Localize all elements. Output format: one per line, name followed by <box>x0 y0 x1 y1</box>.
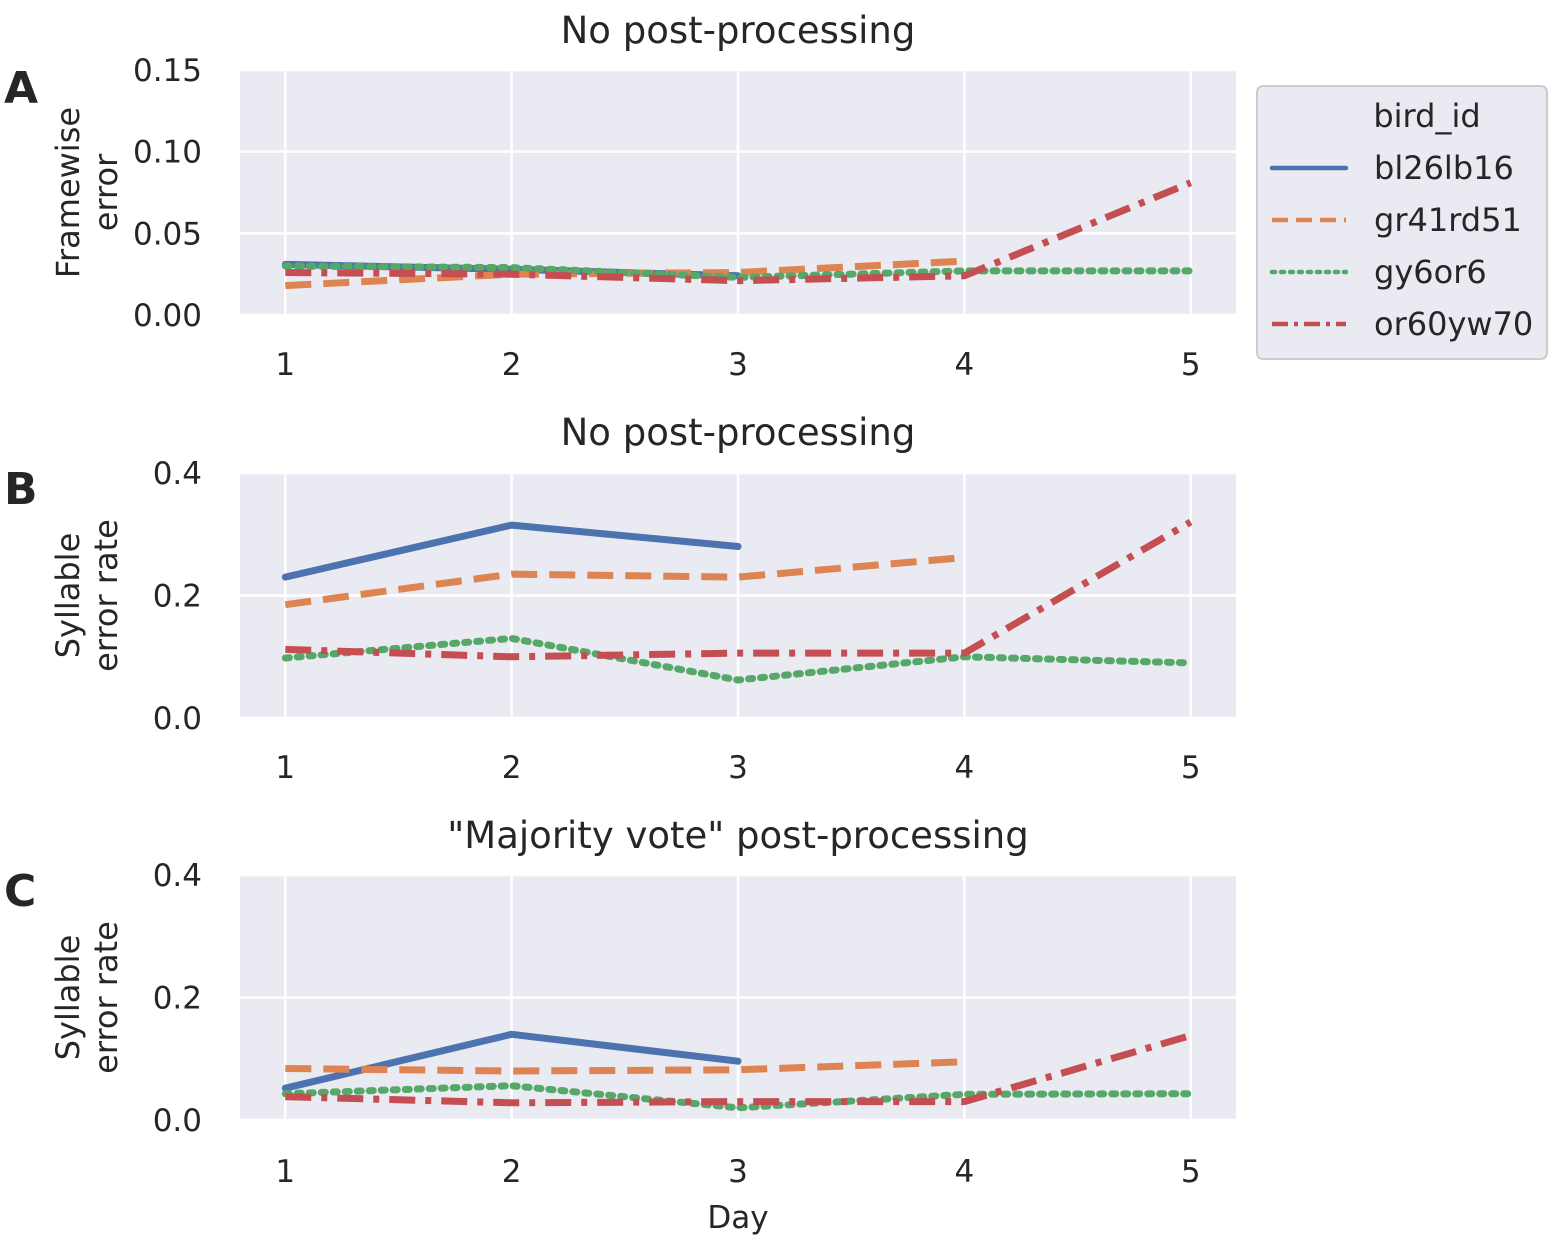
panel-b: 1 2 3 4 50.00.20.4No post-processingBSyllabl… <box>4 411 1236 786</box>
y-tick-label: 0.2 <box>153 579 202 615</box>
series-line-bl26lb16 <box>281 521 742 581</box>
x-tick-label: 4 <box>954 1154 974 1190</box>
y-tick-label: 0.2 <box>153 981 202 1017</box>
panel-a: 1 2 3 4 5 0.00 0.05 0.10 0.15 No post-processing A… <box>4 9 1236 383</box>
legend-entry-gy6or6: gy6or6 <box>1269 253 1487 291</box>
legend-label: bl26lb16 <box>1374 149 1514 187</box>
y-axis-label: Syllable error rate <box>49 519 125 672</box>
x-tick-label: 3 <box>728 347 748 383</box>
x-tick-label: 1 <box>275 347 295 383</box>
y-tick-label: 0.4 <box>153 456 202 492</box>
legend-label: gy6or6 <box>1374 253 1487 291</box>
y-axis-label-line: error <box>87 153 125 231</box>
x-tick-label: 2 <box>502 750 522 786</box>
x-tick-label: 1 <box>275 750 295 786</box>
y-tick-label: 0.0 <box>153 1103 202 1139</box>
x-tick-label: 2 <box>502 347 522 383</box>
y-tick-label: 0.00 <box>133 298 202 334</box>
panel-title: No post-processing <box>561 411 916 454</box>
legend: bird_id bl26lb16 gr41rd51 gy6or6 or60yw70 <box>1256 85 1548 360</box>
y-tick-label: 0.10 <box>133 135 202 171</box>
series-line-or60yw70 <box>285 518 1193 661</box>
panel-letter: C <box>4 866 36 917</box>
y-axis-label: Framewise error <box>49 107 125 278</box>
x-tick-label: 2 <box>502 1154 522 1190</box>
series-line-or60yw70 <box>285 1032 1192 1107</box>
y-tick-label: 0.15 <box>133 53 202 89</box>
legend-frame <box>1256 85 1548 360</box>
legend-entry-or60yw70: or60yw70 <box>1272 305 1533 343</box>
series-line-bl26lb16 <box>281 1030 742 1092</box>
x-axis-label: Day <box>707 1200 768 1236</box>
y-axis-label: Syllable error rate <box>49 921 125 1074</box>
x-tick-label: 4 <box>954 347 974 383</box>
panel-title: "Majority vote" post-processing <box>447 814 1028 857</box>
y-axis-label-line: Syllable <box>49 533 87 659</box>
y-tick-label: 0.05 <box>133 216 202 252</box>
legend-label: or60yw70 <box>1374 305 1533 343</box>
series-line-or60yw70 <box>285 179 1193 285</box>
x-tick-label: 3 <box>728 1154 748 1190</box>
y-tick-label: 0.4 <box>153 858 202 894</box>
series-line-gy6or6 <box>281 634 1195 684</box>
y-tick-label: 0.0 <box>153 701 202 737</box>
x-tick-label: 1 <box>275 1154 295 1190</box>
x-tick-label: 4 <box>954 750 974 786</box>
y-axis-label-line: error rate <box>87 921 125 1074</box>
legend-entries: bl26lb16 gr41rd51 gy6or6 or60yw70 <box>1269 149 1533 343</box>
x-tick-label: 3 <box>728 750 748 786</box>
series-line-gy6or6 <box>281 1082 1195 1112</box>
series-line-gr41rd51 <box>284 554 965 609</box>
legend-entry-gr41rd51: gr41rd51 <box>1272 201 1522 239</box>
panel-c: 1 2 3 4 5 0.0 0.2 0.4 "Majority vote" post-proce… <box>4 814 1236 1236</box>
legend-title: bird_id <box>1373 97 1480 135</box>
y-axis-label-line: error rate <box>87 519 125 672</box>
x-tick-label: 5 <box>1181 1154 1201 1190</box>
panel-letter: A <box>4 63 38 114</box>
panel-title: No post-processing <box>561 9 916 52</box>
legend-entry-bl26lb16: bl26lb16 <box>1269 149 1514 187</box>
x-tick-label: 5 <box>1181 750 1201 786</box>
y-axis-label-line: Framewise <box>49 107 87 278</box>
panel-letter: B <box>4 464 38 515</box>
x-tick-label: 5 <box>1181 347 1201 383</box>
y-axis-label-line: Syllable <box>49 935 87 1061</box>
legend-label: gr41rd51 <box>1374 201 1522 239</box>
